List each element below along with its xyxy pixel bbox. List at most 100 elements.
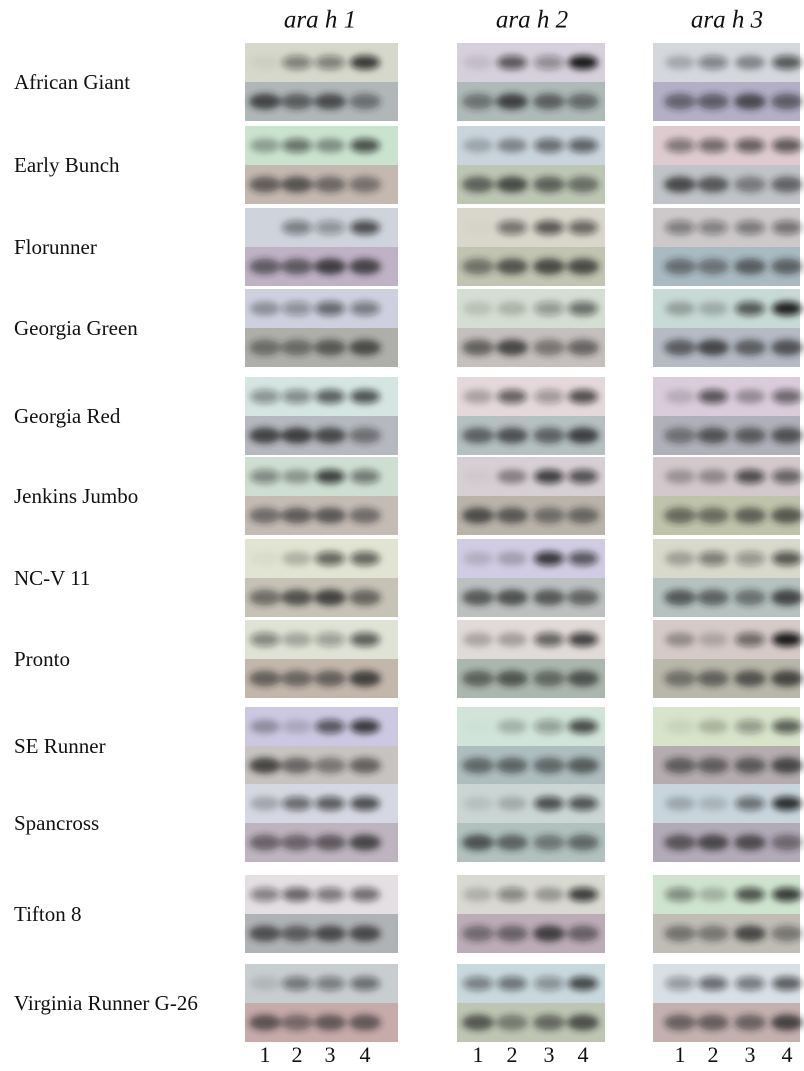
band: [250, 719, 280, 734]
band: [462, 427, 494, 444]
band: [568, 551, 598, 566]
band: [771, 670, 803, 687]
band: [281, 925, 313, 942]
band: [698, 138, 728, 153]
band: [281, 339, 313, 356]
band: [567, 258, 599, 275]
band: [534, 220, 564, 235]
band: [463, 138, 493, 153]
bands: [249, 976, 381, 1031]
band: [350, 632, 380, 647]
band: [281, 93, 313, 110]
band: [350, 138, 380, 153]
band: [772, 632, 802, 647]
band: [349, 427, 381, 444]
bands: [664, 551, 803, 606]
blot: [245, 875, 398, 953]
band: [314, 258, 346, 275]
band: [250, 138, 280, 153]
band: [496, 670, 528, 687]
band: [349, 589, 381, 606]
band: [697, 427, 729, 444]
band: [249, 925, 281, 942]
band: [772, 796, 802, 811]
blot: [245, 43, 398, 121]
lane-label: 3: [745, 1042, 756, 1067]
band: [463, 301, 493, 316]
band: [350, 55, 380, 70]
band: [697, 339, 729, 356]
band: [314, 925, 346, 942]
band: [249, 339, 281, 356]
band: [664, 834, 696, 851]
band: [734, 93, 766, 110]
band: [282, 469, 312, 484]
band: [282, 976, 312, 991]
band: [735, 719, 765, 734]
band: [350, 220, 380, 235]
band: [567, 339, 599, 356]
band: [772, 719, 802, 734]
band: [314, 507, 346, 524]
band: [734, 507, 766, 524]
band: [665, 220, 695, 235]
band: [664, 176, 696, 193]
band: [497, 389, 527, 404]
band: [462, 757, 494, 774]
band: [314, 1014, 346, 1031]
column-header: ara h 2: [496, 7, 568, 34]
band: [698, 389, 728, 404]
blot: [653, 875, 803, 953]
row-label: Early Bunch: [14, 153, 120, 177]
band: [771, 757, 803, 774]
band: [314, 757, 346, 774]
row-label: Pronto: [14, 647, 70, 671]
band: [665, 551, 695, 566]
bands: [664, 632, 803, 687]
band: [533, 427, 565, 444]
band: [735, 389, 765, 404]
band: [282, 389, 312, 404]
band: [250, 301, 280, 316]
band: [533, 1014, 565, 1031]
bands: [249, 632, 381, 687]
band: [697, 93, 729, 110]
band: [496, 757, 528, 774]
bands: [462, 632, 599, 687]
band: [772, 138, 802, 153]
band: [350, 796, 380, 811]
lane-label: 3: [325, 1042, 336, 1067]
band: [568, 389, 598, 404]
band: [462, 1014, 494, 1031]
bands: [249, 469, 381, 524]
band: [567, 93, 599, 110]
blot: [457, 620, 605, 698]
band: [249, 834, 281, 851]
band: [735, 138, 765, 153]
band: [462, 339, 494, 356]
band: [735, 551, 765, 566]
band: [771, 339, 803, 356]
band: [496, 93, 528, 110]
band: [314, 834, 346, 851]
bands: [664, 138, 803, 193]
bands: [462, 719, 599, 774]
bands: [249, 138, 381, 193]
band: [315, 138, 345, 153]
band: [497, 887, 527, 902]
band: [282, 887, 312, 902]
row-label: Spancross: [14, 811, 99, 835]
band: [250, 55, 280, 70]
band: [350, 301, 380, 316]
band: [314, 589, 346, 606]
band: [462, 258, 494, 275]
bands: [664, 55, 803, 110]
band: [664, 427, 696, 444]
row-label: Virginia Runner G-26: [14, 991, 198, 1015]
band: [463, 796, 493, 811]
bands: [249, 301, 381, 356]
band: [533, 258, 565, 275]
band: [698, 551, 728, 566]
band: [568, 796, 598, 811]
band: [315, 719, 345, 734]
